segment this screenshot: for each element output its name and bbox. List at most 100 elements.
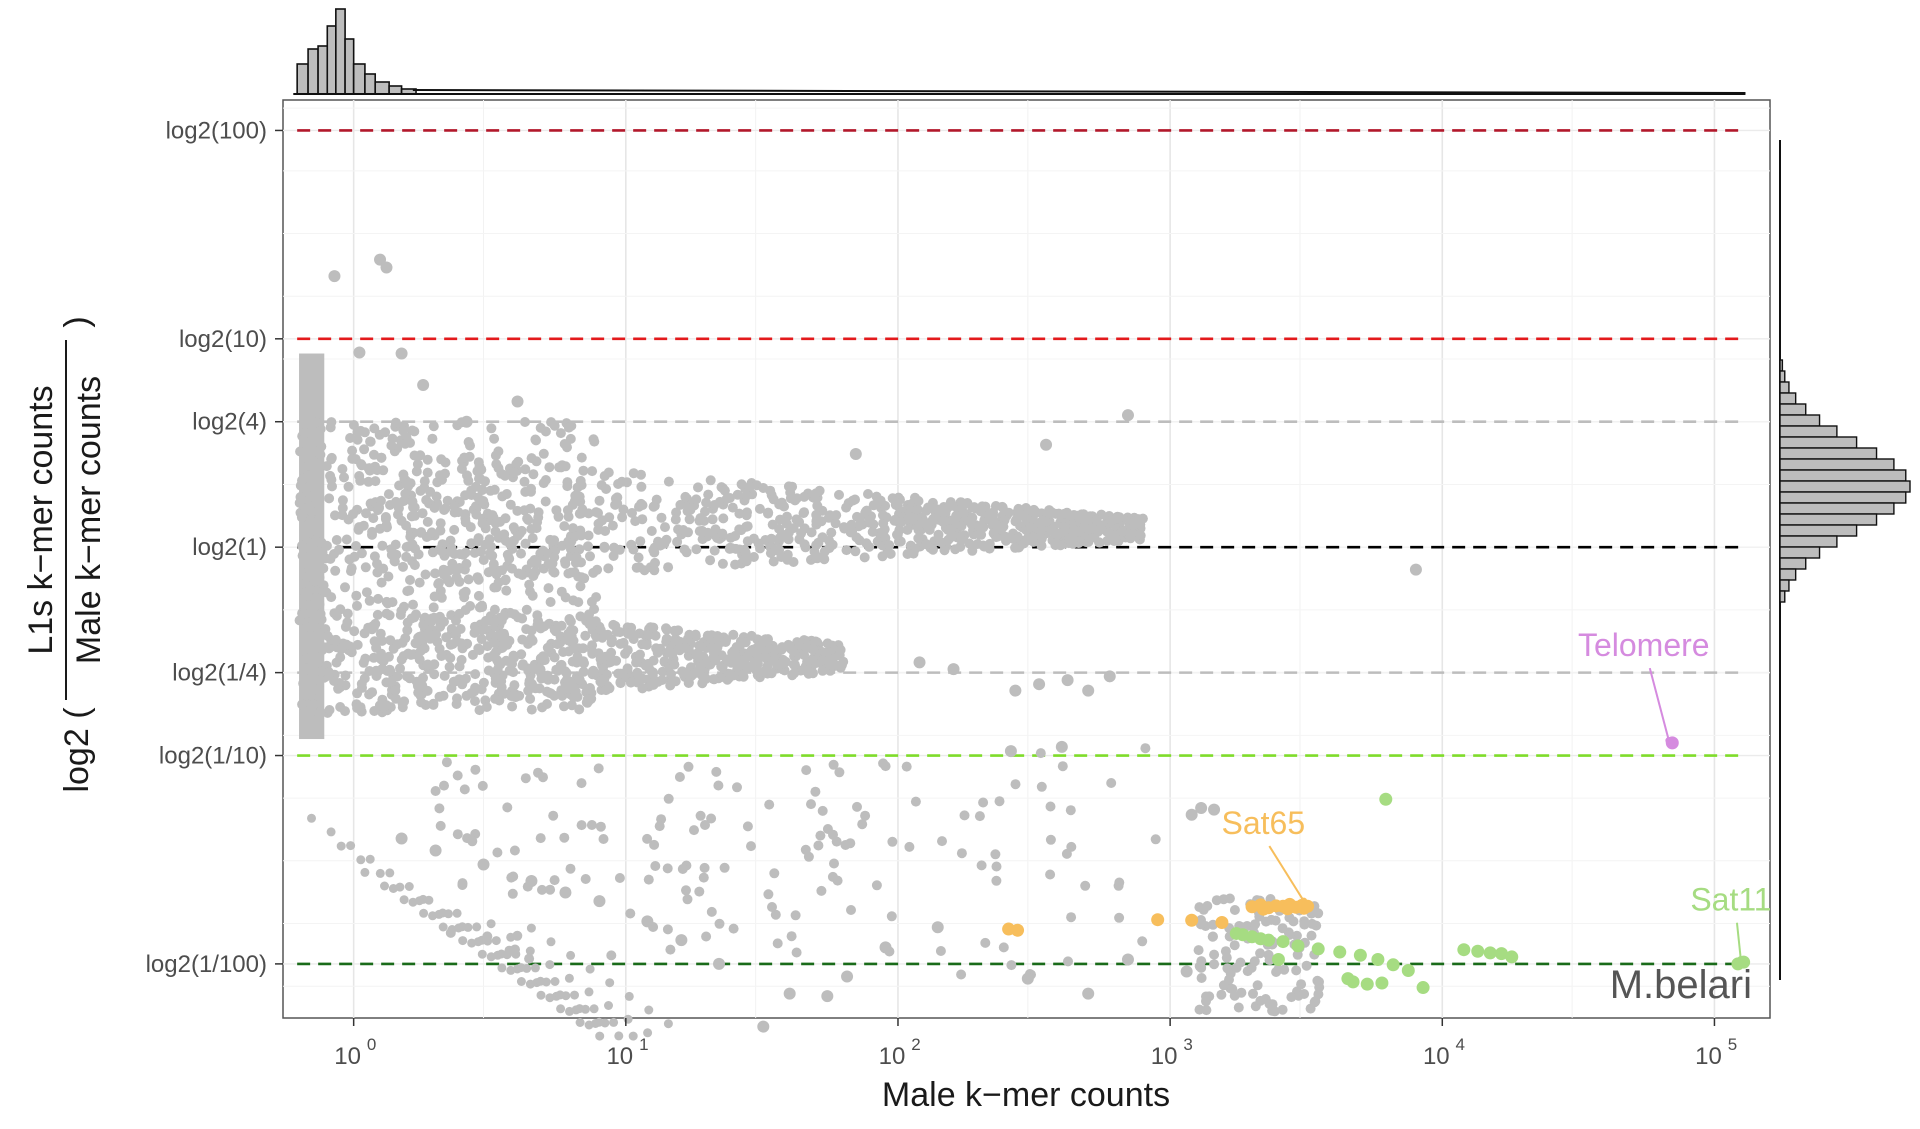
scatter-point [650, 861, 661, 871]
band-point [956, 521, 967, 531]
band-point [385, 635, 396, 646]
band-point [451, 699, 462, 709]
band-point [417, 680, 428, 691]
scatter-point [698, 872, 709, 883]
band-point [681, 667, 691, 678]
band-point [437, 539, 448, 550]
y-tick-label: log2(100) [166, 117, 267, 144]
band-point [329, 608, 340, 619]
streak-point [644, 1005, 654, 1015]
band-point [524, 675, 535, 686]
band-point [431, 491, 442, 502]
scatter-point [828, 759, 839, 770]
band-point [776, 552, 787, 562]
band-point [622, 645, 633, 656]
band-point [709, 545, 720, 556]
histogram-bar [1779, 436, 1858, 449]
grey-point [1121, 953, 1134, 966]
histogram-bar [1779, 480, 1911, 493]
scatter-point [506, 872, 517, 883]
cluster-point [1299, 919, 1310, 930]
band-point [306, 506, 317, 517]
grey-point [1121, 409, 1134, 422]
series-points [1002, 736, 1751, 995]
band-point [573, 597, 584, 608]
band-point [785, 487, 796, 498]
band-point [745, 481, 756, 492]
series-point-sat11 [1401, 963, 1415, 977]
scatter-point [598, 834, 609, 844]
band-point [477, 484, 488, 495]
annotation-arrow [1268, 845, 1305, 902]
band-point [367, 526, 378, 537]
band-point [308, 482, 319, 493]
grey-point [1055, 740, 1068, 753]
band-point [505, 539, 515, 549]
band-point [504, 553, 515, 564]
band-point [549, 674, 560, 685]
band-point [656, 512, 667, 523]
grey-points [328, 253, 1422, 1033]
streak-point [575, 1004, 585, 1014]
cluster-point [1235, 957, 1246, 968]
grey-point [821, 990, 834, 1003]
band-point [885, 548, 896, 559]
scatter-point [786, 931, 797, 942]
band-point [549, 535, 560, 546]
band-point [725, 532, 736, 543]
band-point [695, 513, 706, 524]
series-point-sat65 [1011, 923, 1025, 937]
band-point [646, 678, 657, 689]
band-point [680, 643, 690, 653]
band-point [330, 565, 341, 576]
scatter-point [711, 766, 722, 777]
cluster-point [1312, 975, 1323, 986]
streak-point [496, 949, 506, 959]
band-point [1091, 515, 1102, 526]
band-point [297, 550, 308, 561]
band-point [542, 699, 552, 709]
band-point [533, 507, 544, 518]
band-point [748, 552, 759, 562]
band-point [372, 465, 383, 476]
band-point [673, 625, 684, 636]
band-point [342, 608, 353, 619]
band-point [578, 643, 589, 654]
band-point [308, 699, 319, 710]
streak-point [545, 960, 555, 970]
x-axis-label: Male k−mer counts [882, 1076, 1170, 1114]
band-point [593, 518, 604, 529]
scatter-point [815, 830, 826, 841]
band-point [754, 503, 765, 514]
scatter-point [829, 858, 839, 869]
scatter-point [695, 810, 706, 821]
grey-point [395, 832, 408, 845]
band-point [595, 654, 606, 665]
grey-point [1185, 808, 1198, 821]
scatter-point [452, 829, 463, 840]
cluster-point [1291, 965, 1302, 976]
band-point [680, 491, 691, 502]
band-point [707, 514, 718, 525]
y-tick-label: log2(4) [192, 409, 267, 436]
scatter-point [1065, 805, 1076, 816]
band-point [657, 666, 668, 677]
band-point [427, 547, 438, 558]
band-point [324, 493, 335, 504]
streak-point [525, 946, 535, 956]
band-point [760, 665, 771, 676]
histogram-bar [1779, 546, 1821, 559]
band-point [1103, 527, 1114, 538]
band-point [358, 657, 369, 668]
band-point [508, 667, 519, 678]
y-axis-label-prefix: log2 ( [58, 707, 96, 793]
band-point [545, 597, 556, 607]
x-tick-label: 10 [334, 1043, 361, 1070]
band-point [640, 660, 651, 671]
band-point [368, 513, 379, 524]
band-point [430, 568, 441, 579]
scatter-point [1063, 956, 1073, 967]
band-point [575, 611, 586, 622]
band-point [302, 572, 312, 583]
y-tick-label: log2(1) [192, 534, 267, 561]
